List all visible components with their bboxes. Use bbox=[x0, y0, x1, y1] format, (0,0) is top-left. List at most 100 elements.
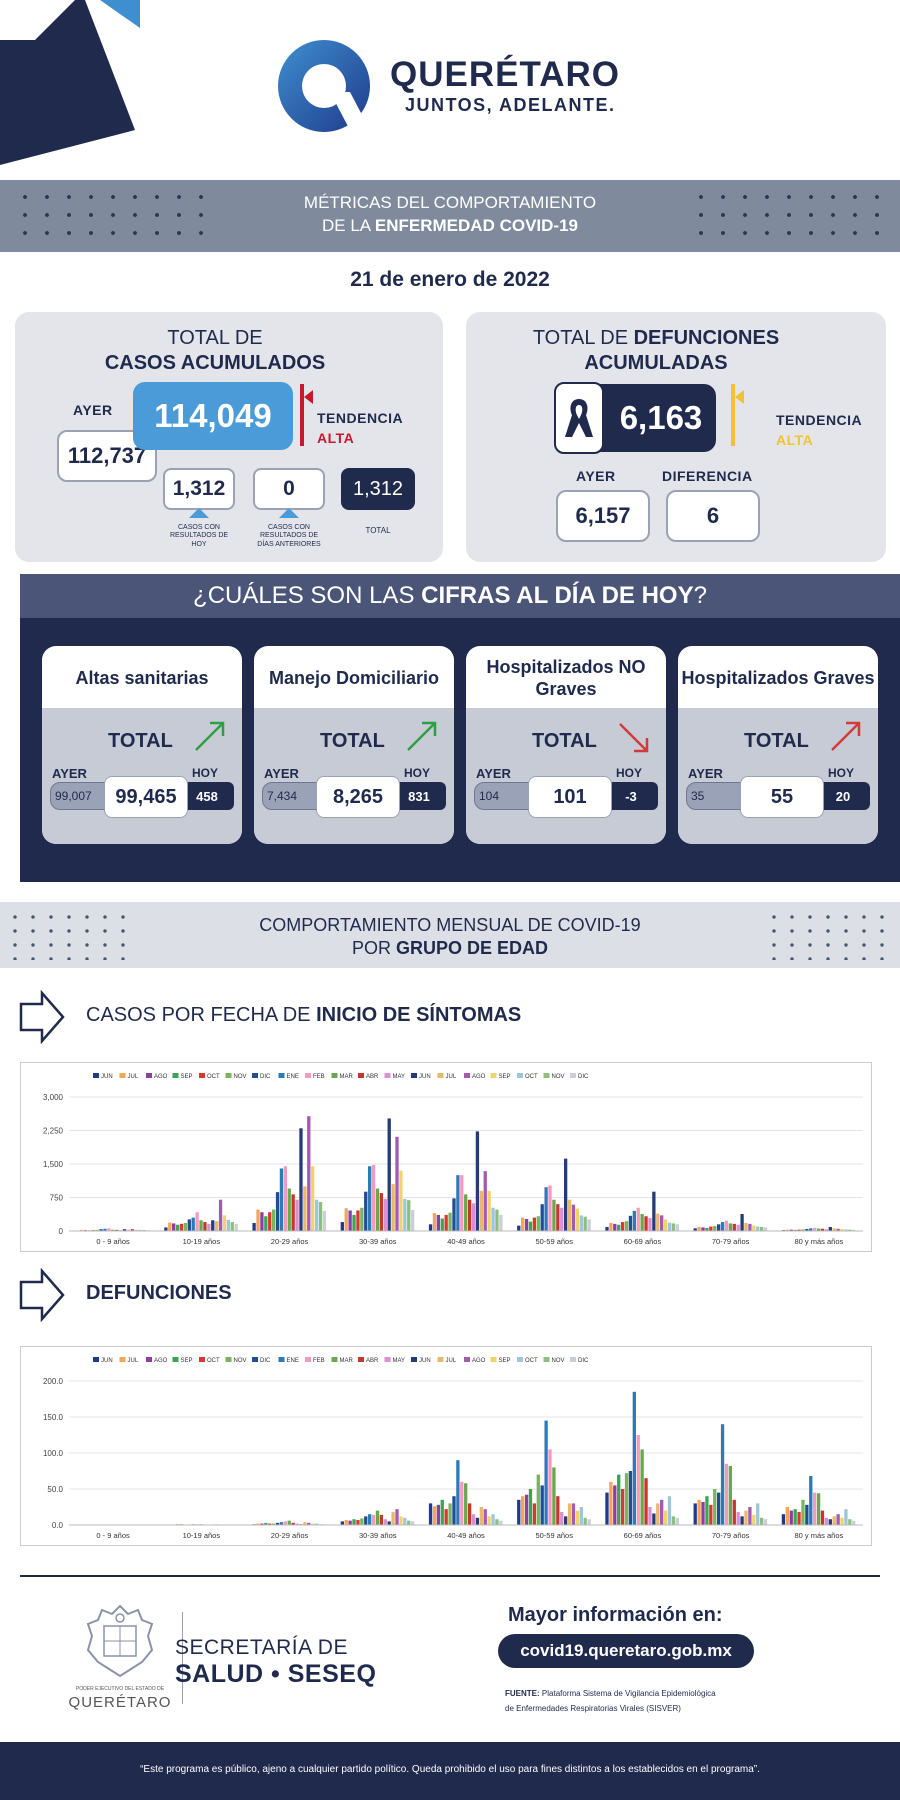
bar bbox=[352, 1519, 356, 1525]
bar bbox=[632, 1391, 636, 1525]
bar bbox=[395, 1509, 399, 1525]
casos-chart: 0 750 1,500 2,250 3,000 JUN JUL AGO SEP OCT NOV DIC… bbox=[43, 1073, 863, 1246]
bar bbox=[436, 1214, 441, 1231]
bar bbox=[256, 1523, 260, 1525]
defunciones-diferencia-value: 6 bbox=[666, 490, 760, 542]
legend-label: JUN bbox=[419, 1358, 431, 1364]
casos-ayer-value: 112,737 bbox=[57, 430, 157, 482]
bar bbox=[844, 1229, 848, 1231]
defunciones-diferencia-label: DIFERENCIA bbox=[662, 468, 753, 484]
casos-acumulados-panel: TOTAL DE CASOS ACUMULADOS AYER 112,737 1… bbox=[15, 312, 443, 562]
bar bbox=[452, 1496, 456, 1525]
hoy-card-total-label: TOTAL bbox=[108, 730, 173, 752]
bar bbox=[740, 1516, 744, 1525]
legend-swatch bbox=[172, 1073, 179, 1078]
bar bbox=[460, 1175, 464, 1231]
hoy-card-total-value: 55 bbox=[740, 776, 824, 818]
footer-divider-vertical bbox=[182, 1612, 183, 1704]
legend-label: OCT bbox=[525, 1074, 538, 1080]
legend-label: DIC bbox=[260, 1074, 271, 1080]
bar bbox=[697, 1499, 701, 1525]
x-tick-label: 40-49 años bbox=[447, 1237, 485, 1246]
bar bbox=[785, 1229, 789, 1231]
mensual-title-line1: COMPORTAMIENTO MENSUAL DE COVID-19 bbox=[259, 915, 641, 935]
defunciones-chart-frame: 0.0 50.0 100.0 150.0 200.0 JUN JUL AGO SEP OCT NOV… bbox=[20, 1346, 872, 1546]
bar bbox=[536, 1474, 540, 1525]
legend-swatch bbox=[331, 1073, 338, 1078]
hoy-card-body: TOTAL AYER HOY 7,434 831 8,265 bbox=[254, 708, 454, 844]
hoy-card-total-value: 101 bbox=[528, 776, 612, 818]
hoy-title-band bbox=[20, 574, 900, 618]
bar bbox=[844, 1509, 848, 1525]
metrics-title-line1: MÉTRICAS DEL COMPORTAMIENTO bbox=[303, 193, 597, 212]
casos-total-hoy-value: 1,312 bbox=[341, 468, 415, 510]
legend-label: SEP bbox=[499, 1074, 511, 1080]
bar bbox=[111, 1229, 115, 1231]
bar bbox=[275, 1522, 280, 1525]
legend-swatch bbox=[119, 1073, 126, 1078]
trend-up-icon bbox=[407, 721, 437, 751]
bar bbox=[399, 1170, 403, 1231]
y-tick-label: 1,500 bbox=[43, 1160, 64, 1169]
bar bbox=[187, 1219, 191, 1231]
legend-label: DIC bbox=[578, 1358, 589, 1364]
bar bbox=[467, 1199, 472, 1231]
x-tick-label: 0 - 9 años bbox=[96, 1237, 130, 1246]
legend-swatch bbox=[543, 1357, 550, 1362]
bar bbox=[660, 1499, 664, 1525]
legend-label: JUN bbox=[419, 1074, 431, 1080]
hoy-card-title: Hospitalizados NO Graves bbox=[486, 657, 646, 699]
casos-tendencia-label: TENDENCIA bbox=[317, 410, 404, 426]
bar bbox=[552, 1467, 556, 1525]
bar bbox=[264, 1216, 268, 1231]
hoy-card-hoy-value: 831 bbox=[392, 782, 446, 810]
casos-total-caption: TOTAL bbox=[365, 526, 391, 535]
legend-swatch bbox=[225, 1073, 232, 1078]
bar bbox=[440, 1499, 444, 1525]
bar bbox=[709, 1226, 713, 1231]
bar bbox=[605, 1226, 609, 1231]
bar bbox=[667, 1222, 672, 1231]
bar bbox=[852, 1520, 856, 1525]
hoy-card-hoy-value: 458 bbox=[180, 782, 234, 810]
bar bbox=[587, 1519, 591, 1525]
info-url-link[interactable]: covid19.queretaro.gob.mx bbox=[498, 1634, 754, 1668]
bar bbox=[391, 1512, 395, 1525]
bar bbox=[360, 1518, 364, 1525]
bar bbox=[579, 1507, 583, 1525]
dot-pattern-left bbox=[14, 188, 214, 248]
legend-label: AGO bbox=[154, 1358, 168, 1364]
bar bbox=[271, 1209, 276, 1231]
bar bbox=[763, 1227, 768, 1231]
bar bbox=[583, 1517, 587, 1525]
bar bbox=[387, 1521, 391, 1525]
bar bbox=[563, 1158, 568, 1231]
bar bbox=[785, 1507, 789, 1525]
legend-swatch bbox=[437, 1073, 444, 1078]
legend-swatch bbox=[517, 1357, 523, 1362]
legend-label: FEB bbox=[313, 1074, 325, 1080]
bar bbox=[371, 1164, 376, 1231]
hoy-card-hoy-label: HOY bbox=[192, 766, 219, 780]
bar bbox=[99, 1229, 103, 1231]
bar bbox=[364, 1516, 368, 1525]
bar bbox=[809, 1476, 813, 1525]
bar bbox=[852, 1229, 856, 1231]
bar bbox=[828, 1226, 832, 1231]
bar bbox=[809, 1228, 813, 1231]
bar bbox=[95, 1229, 99, 1231]
fuente-label: FUENTE: bbox=[505, 1689, 540, 1698]
bar bbox=[693, 1228, 697, 1231]
bar bbox=[287, 1188, 291, 1231]
x-tick-label: 80 y más años bbox=[794, 1531, 843, 1540]
bar bbox=[226, 1219, 231, 1231]
bar bbox=[671, 1516, 676, 1525]
defunciones-chart-title: DEFUNCIONES bbox=[86, 1282, 232, 1304]
bar bbox=[567, 1199, 572, 1231]
bar bbox=[268, 1523, 272, 1525]
bar bbox=[403, 1517, 407, 1525]
bar bbox=[567, 1503, 572, 1525]
bar bbox=[134, 1229, 138, 1231]
legend-swatch bbox=[305, 1357, 311, 1362]
casos-hoy-value: 1,312 bbox=[163, 468, 235, 510]
